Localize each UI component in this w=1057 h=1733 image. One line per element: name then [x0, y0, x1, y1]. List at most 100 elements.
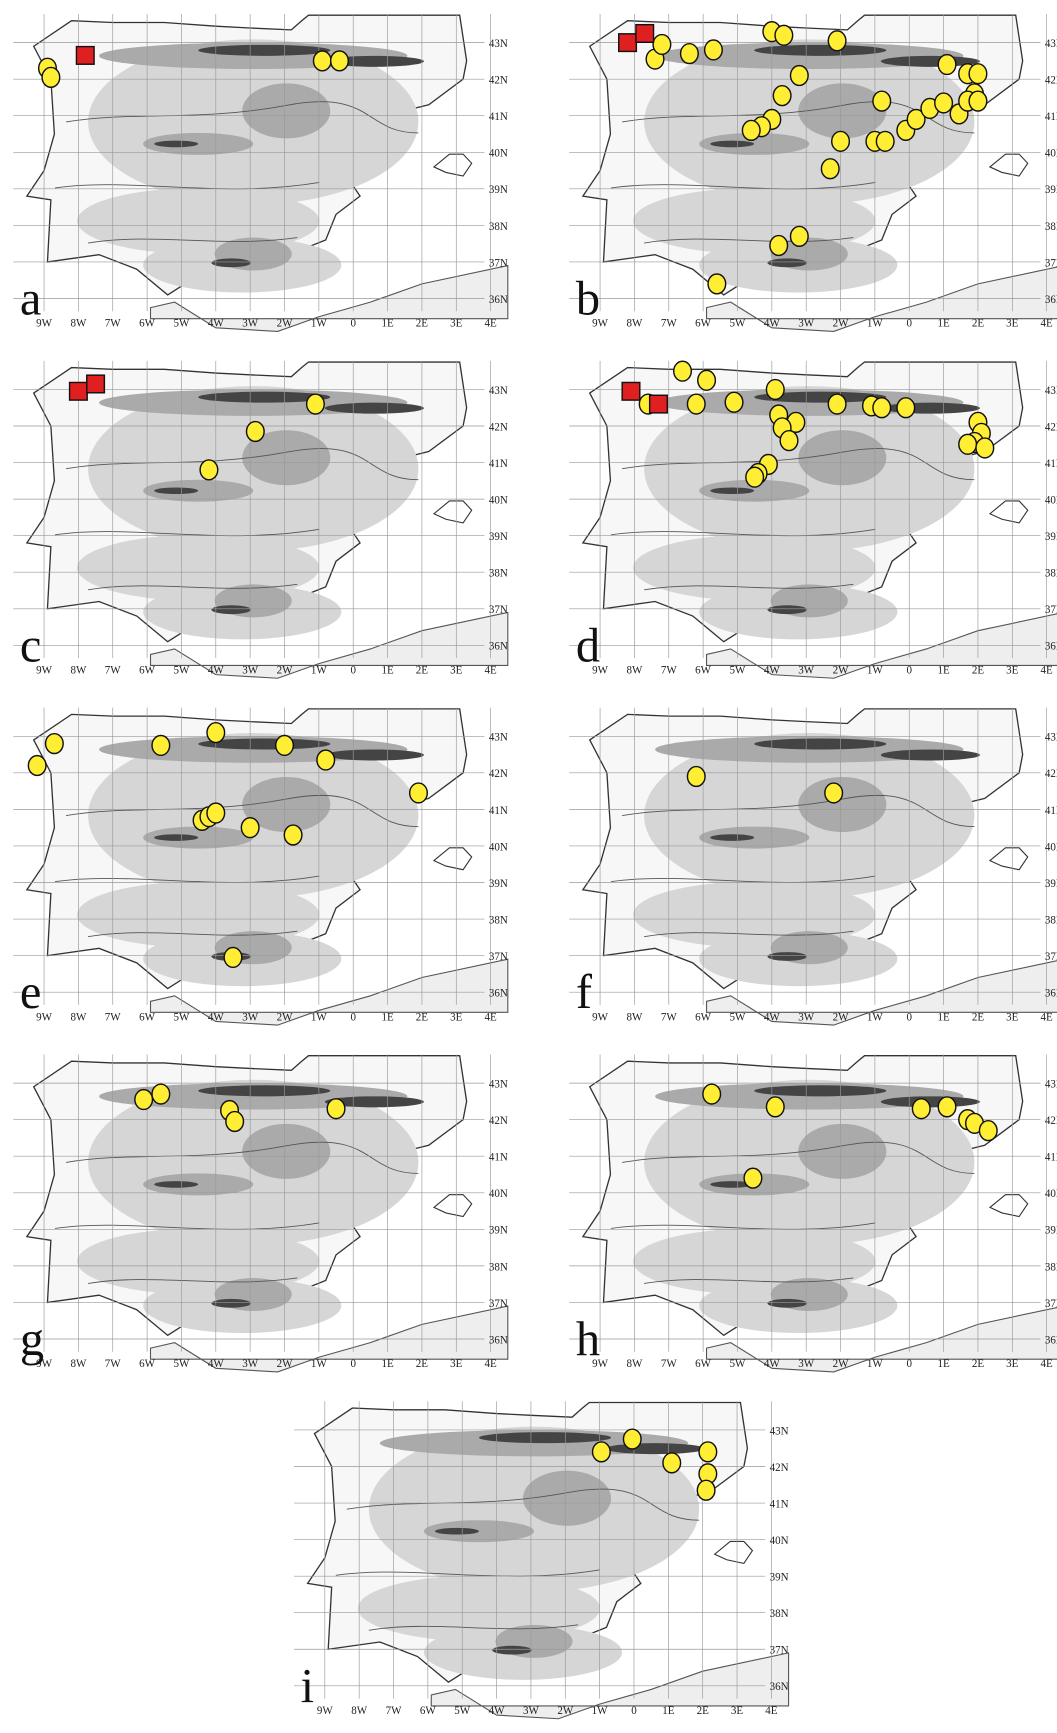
lat-tick-label: 43N: [489, 385, 508, 397]
lon-tick-label: 5W: [174, 318, 191, 330]
site-circle: [821, 159, 839, 179]
lon-tick-label: 7W: [661, 318, 678, 330]
site-circle: [825, 783, 843, 803]
lat-tick-label: 39N: [489, 184, 508, 196]
site-circle: [135, 1090, 153, 1110]
site-circle: [791, 66, 809, 86]
site-circle: [828, 394, 846, 414]
site-square: [619, 34, 637, 52]
lon-tick-label: 6W: [139, 665, 156, 677]
lon-tick-label: 6W: [139, 1011, 156, 1023]
lat-tick-label: 36N: [1045, 641, 1057, 653]
lon-tick-label: 6W: [695, 1358, 712, 1370]
site-circle: [331, 51, 349, 71]
lon-tick-label: 4E: [1041, 665, 1054, 677]
lon-tick-label: 0: [350, 665, 356, 677]
lat-tick-label: 38N: [489, 221, 508, 233]
lon-tick-label: 1E: [937, 1011, 949, 1023]
lat-tick-label: 41N: [1045, 111, 1057, 123]
lon-tick-label: 3W: [798, 1358, 814, 1370]
lat-tick-label: 37N: [1045, 604, 1057, 616]
lon-tick-label: 3W: [242, 665, 259, 677]
lon-tick-label: 6W: [420, 1705, 437, 1717]
lon-tick-label: 9W: [317, 1705, 334, 1717]
lon-tick-label: 4E: [1041, 1011, 1054, 1023]
site-circle: [623, 1429, 641, 1449]
map-panel: 9W8W7W6W5W4W3W2W1W01E2E3E4E36N37N38N39N4…: [567, 12, 1057, 334]
lat-tick-label: 36N: [489, 294, 508, 306]
site-circle: [276, 736, 294, 756]
lat-tick-label: 43N: [1045, 38, 1057, 50]
site-circle: [28, 756, 46, 776]
map-panel: 9W8W7W6W5W4W3W2W1W01E2E3E4E36N37N38N39N4…: [567, 1052, 1057, 1374]
lat-tick-label: 43N: [489, 38, 508, 50]
lon-tick-label: 4W: [208, 318, 225, 330]
lat-tick-label: 40N: [489, 841, 508, 853]
lon-tick-label: 4W: [208, 1011, 225, 1023]
site-circle: [687, 767, 705, 787]
lon-tick-label: 0: [350, 318, 356, 330]
site-circle: [46, 734, 64, 754]
site-circle: [876, 131, 894, 151]
lon-tick-label: 4W: [208, 665, 225, 677]
site-circle: [224, 948, 242, 968]
lat-tick-label: 40N: [770, 1535, 789, 1547]
lat-tick-label: 39N: [1045, 878, 1057, 890]
lon-tick-label: 4E: [485, 318, 498, 330]
lon-tick-label: 3E: [450, 318, 462, 330]
lon-tick-label: 6W: [695, 318, 712, 330]
lon-tick-label: 1W: [867, 665, 884, 677]
lat-tick-label: 37N: [489, 951, 508, 963]
lon-tick-label: 5W: [174, 1358, 191, 1370]
site-circle: [313, 51, 331, 71]
lat-tick-label: 37N: [489, 604, 508, 616]
site-circle: [912, 1099, 930, 1119]
lat-tick-label: 39N: [1045, 1225, 1057, 1237]
lon-tick-label: 5W: [174, 665, 191, 677]
site-circle: [744, 1168, 762, 1188]
site-circle: [791, 226, 809, 246]
lon-tick-label: 2W: [277, 665, 294, 677]
lon-tick-label: 2W: [557, 1705, 574, 1717]
lat-tick-label: 40N: [1045, 495, 1057, 507]
lon-tick-label: 2W: [833, 318, 850, 330]
lon-tick-label: 1E: [381, 1011, 393, 1023]
lon-tick-label: 1E: [662, 1705, 674, 1717]
lat-tick-label: 40N: [489, 495, 508, 507]
lat-tick-label: 40N: [1045, 841, 1057, 853]
lon-tick-label: 6W: [139, 318, 156, 330]
lon-tick-label: 1W: [311, 1011, 328, 1023]
lon-tick-label: 8W: [626, 318, 642, 330]
lat-tick-label: 39N: [770, 1572, 789, 1584]
lat-tick-label: 43N: [1045, 385, 1057, 397]
lon-tick-label: 5W: [730, 1011, 747, 1023]
lat-tick-label: 39N: [1045, 184, 1057, 196]
lon-tick-label: 6W: [139, 1358, 156, 1370]
lon-tick-label: 3E: [731, 1705, 743, 1717]
lon-tick-label: 4E: [1041, 318, 1054, 330]
lat-tick-label: 42N: [489, 768, 508, 780]
site-circle: [742, 120, 760, 140]
lon-tick-label: 1E: [381, 665, 393, 677]
lon-tick-label: 2W: [833, 1358, 850, 1370]
lon-tick-label: 2W: [833, 1011, 850, 1023]
site-circle: [284, 825, 302, 845]
panel-letter: h: [576, 1313, 600, 1366]
lon-tick-label: 3E: [1006, 665, 1018, 677]
lat-tick-label: 39N: [489, 1225, 508, 1237]
lat-tick-label: 42N: [489, 421, 508, 433]
lon-tick-label: 4E: [485, 665, 498, 677]
site-circle: [699, 1442, 717, 1462]
site-circle: [938, 1097, 956, 1117]
lon-tick-label: 2E: [416, 318, 428, 330]
lat-tick-label: 36N: [1045, 1334, 1057, 1346]
lon-tick-label: 8W: [70, 318, 87, 330]
site-square: [636, 25, 654, 43]
lat-tick-label: 38N: [1045, 568, 1057, 580]
lat-tick-label: 38N: [1045, 914, 1057, 926]
figure: 9W 8W 7W 6W 5W 4W 3W 2W 1W 0 1E 2E 3E 4E 36N 37N 38N 39N 4…: [0, 0, 1057, 1728]
site-circle: [687, 394, 705, 414]
site-circle: [703, 1084, 721, 1104]
